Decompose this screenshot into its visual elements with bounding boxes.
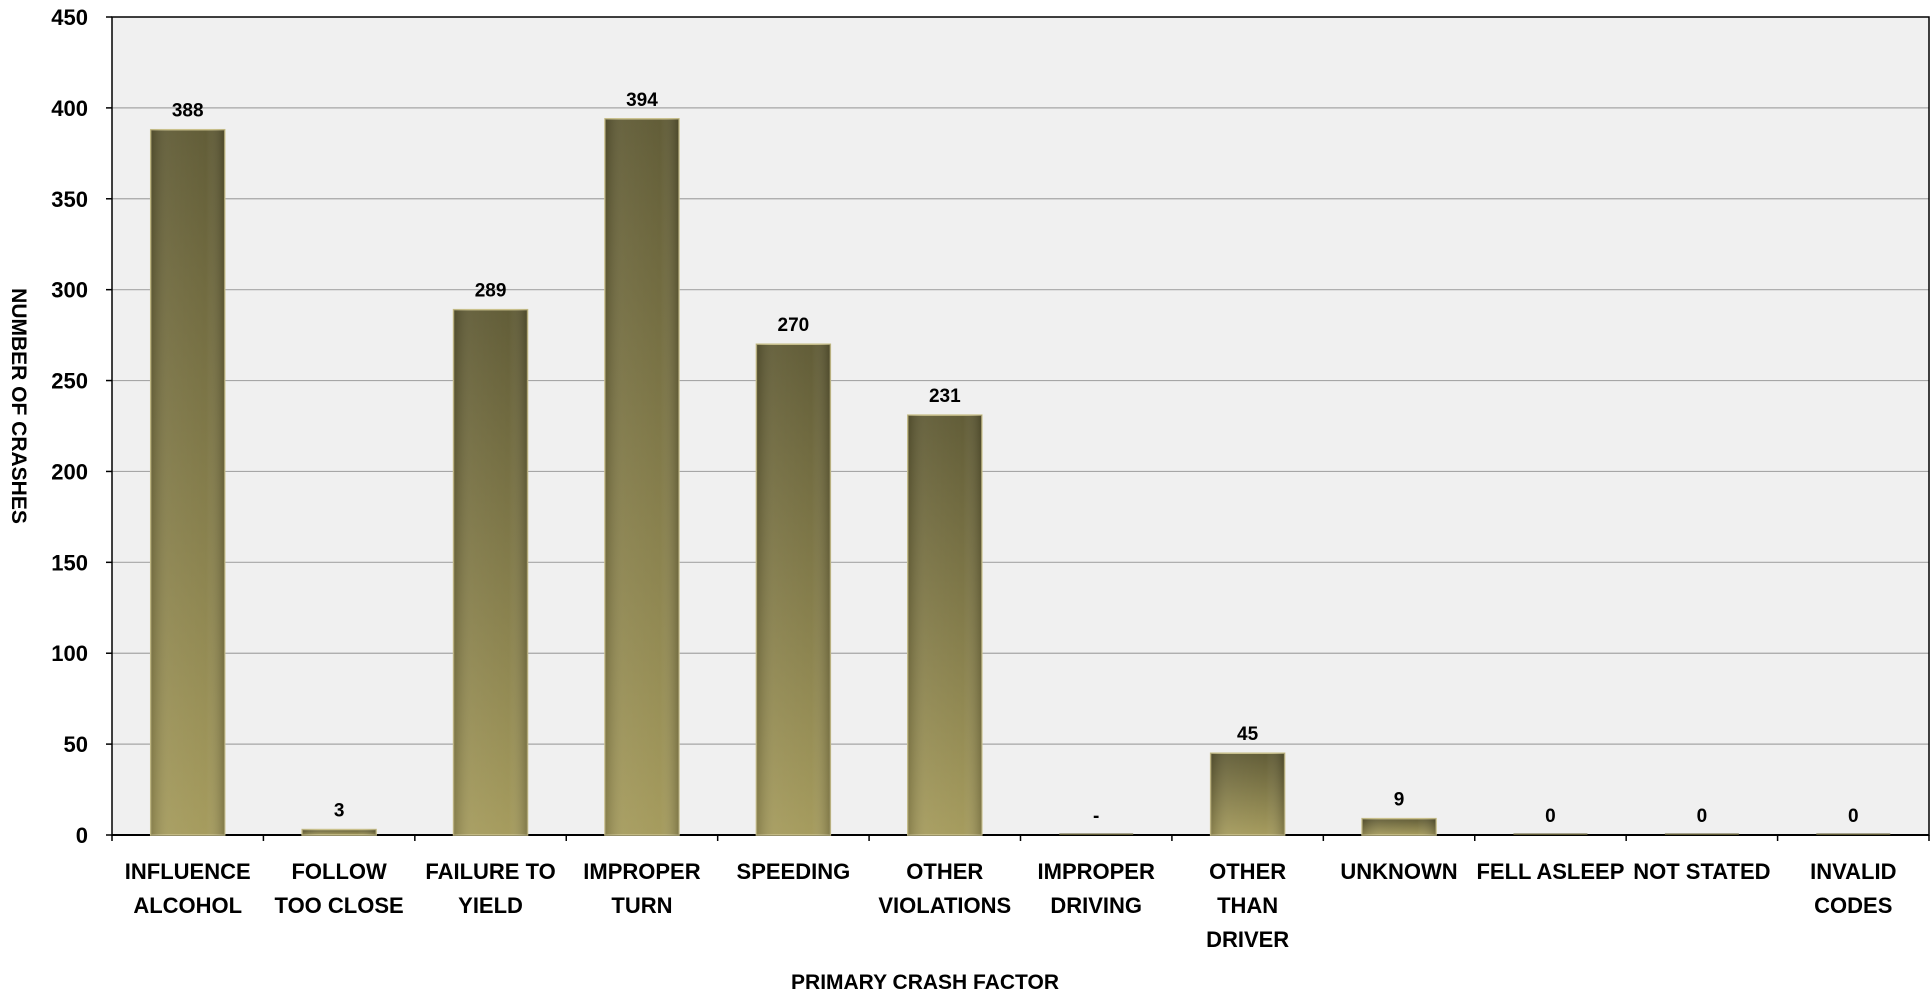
bar [149,128,226,836]
bar-shade [150,129,225,836]
bar [1664,833,1739,835]
bar-body [1513,833,1588,835]
data-label: 0 [1848,806,1859,827]
x-tick-label: INVALID CODES [1810,859,1896,918]
data-label: 0 [1545,806,1556,827]
bar-body [1816,833,1891,835]
bar-shade [1210,753,1285,835]
bar [907,414,983,836]
data-label: 394 [626,90,658,111]
bar [1513,833,1588,835]
x-tick-label: IMPROPER TURN [583,859,700,918]
y-tick-labels: 0 50 100 150 200 250 300 350 400 450 [51,5,88,848]
y-tick-label: 100 [51,641,88,666]
y-tick-label: 400 [51,96,88,121]
data-label: 45 [1237,724,1259,745]
bar [1209,752,1286,836]
data-label: 9 [1394,790,1405,811]
bar-shade [604,118,679,836]
y-tick-label: 450 [51,5,88,30]
data-label: 231 [929,386,961,407]
data-label: 270 [778,315,810,336]
bar [301,828,377,836]
x-tick-label: UNKNOWN [1340,859,1457,884]
data-label: 289 [475,281,507,302]
x-tick-label: FAILURE TO YIELD [425,859,555,918]
x-tick-label: FELL ASLEEP [1476,859,1624,884]
x-tick-label: SPEEDING [737,859,851,884]
y-tick-label: 300 [51,278,88,303]
gridlines [112,107,1929,745]
plot-area [112,17,1929,835]
bar-shade [302,829,377,835]
x-axis-title: PRIMARY CRASH FACTOR [791,971,1059,994]
bar [1059,833,1134,835]
bar-body [1059,833,1134,835]
bar-shade [1362,818,1437,835]
data-label: 388 [172,101,204,122]
bar [452,308,529,836]
y-tick-label: 50 [64,732,88,757]
y-tick-label: 0 [76,823,88,848]
y-tick-label: 200 [51,459,88,484]
x-tick-label: OTHER THAN DRIVER [1206,859,1289,952]
data-label: 0 [1697,806,1708,827]
y-tick-label: 150 [51,550,88,575]
data-label: - [1093,806,1099,827]
x-tick-labels: INFLUENCE ALCOHOL FOLLOW TOO CLOSE FAILURE T… [125,859,1897,952]
bar-body [1664,833,1739,835]
bar-shade [907,415,982,835]
bar [755,343,832,836]
y-tick-label: 250 [51,369,88,394]
bars [149,118,1891,836]
axes [106,16,1930,841]
data-label: 3 [334,801,345,822]
y-tick-label: 350 [51,187,88,212]
bar [1816,833,1891,835]
y-axis-title: NUMBER OF CRASHES [7,288,30,524]
bar-shade [453,309,528,835]
x-tick-label: IMPROPER DRIVING [1038,859,1155,918]
bar [1361,817,1437,836]
data-labels: 388 3 289 394 270 231 - 45 9 0 0 0 [172,90,1859,827]
bar-shade [756,344,831,835]
x-tick-label: NOT STATED [1633,859,1770,884]
x-tick-label: FOLLOW TOO CLOSE [275,859,404,918]
bar [604,118,680,836]
x-tick-label: INFLUENCE ALCOHOL [125,859,251,918]
x-tick-label: OTHER VIOLATIONS [878,859,1011,918]
